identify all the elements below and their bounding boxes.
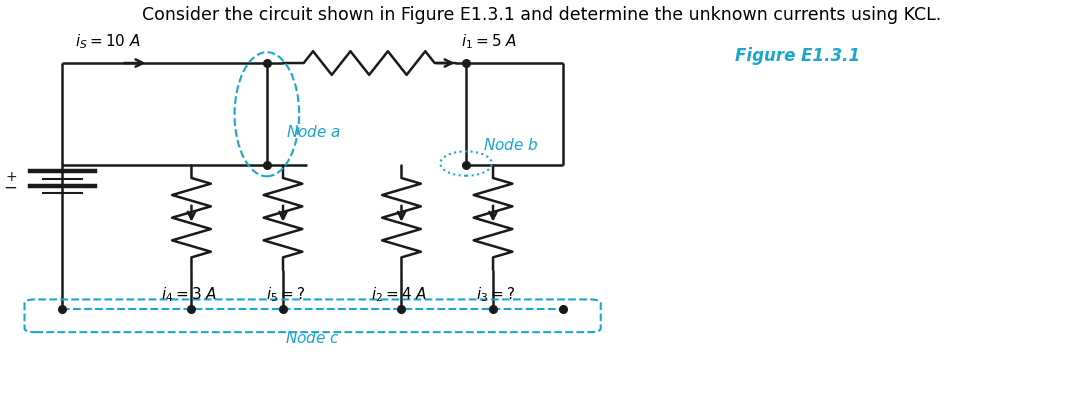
Text: $i_S = 10$ A: $i_S = 10$ A: [76, 32, 141, 51]
Text: Figure E1.3.1: Figure E1.3.1: [735, 47, 861, 65]
Text: −: −: [3, 179, 17, 197]
Text: Node $a$: Node $a$: [286, 124, 341, 140]
Text: $i_4 = 3$ A: $i_4 = 3$ A: [161, 286, 217, 304]
Text: Consider the circuit shown in Figure E1.3.1 and determine the unknown currents u: Consider the circuit shown in Figure E1.…: [141, 6, 941, 24]
Text: Node $c$: Node $c$: [285, 330, 340, 346]
Text: +: +: [5, 170, 17, 184]
Text: $i_5 = ?$: $i_5 = ?$: [266, 286, 305, 304]
Text: Node $b$: Node $b$: [484, 137, 539, 153]
Text: $i_2 = 4$ A: $i_2 = 4$ A: [372, 286, 428, 304]
Text: $i_1 = 5$ A: $i_1 = 5$ A: [461, 32, 517, 51]
Text: $i_3 = ?$: $i_3 = ?$: [475, 286, 515, 304]
